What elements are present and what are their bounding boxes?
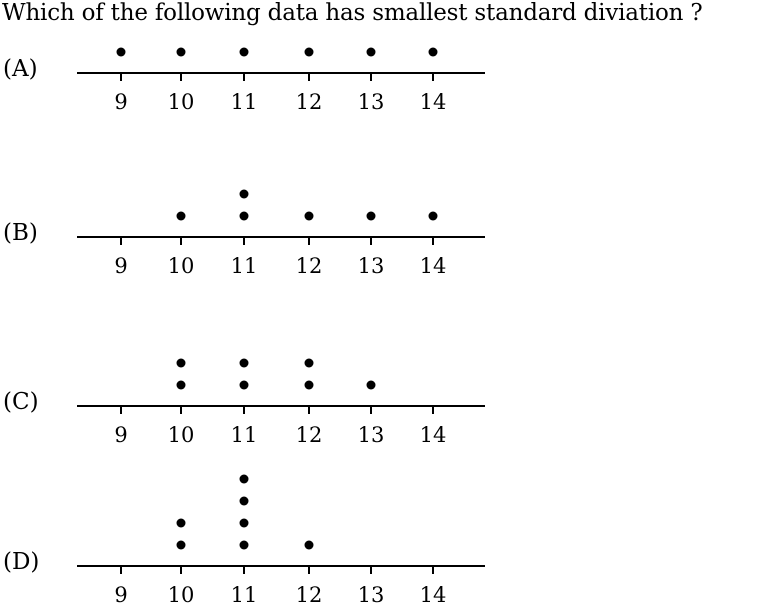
axis-tick [370,406,372,414]
tick-label: 11 [230,583,258,607]
tick-label: 13 [357,423,385,447]
axis-tick [180,237,182,245]
tick-label: 12 [295,423,323,447]
data-dot [366,47,376,57]
tick-label: 9 [114,90,128,114]
data-dot [304,47,314,57]
axis-tick [243,237,245,245]
data-dot [239,496,249,506]
tick-label: 14 [419,254,447,278]
data-dot [239,358,249,368]
data-dot [239,211,249,221]
data-dot [176,358,186,368]
axis-tick [370,237,372,245]
data-dot [176,518,186,528]
tick-label: 13 [357,90,385,114]
tick-label: 11 [230,423,258,447]
data-dot [428,211,438,221]
data-dot [239,380,249,390]
axis-tick [243,406,245,414]
option-label: (A) [3,56,38,82]
data-dot [116,47,126,57]
axis-tick [120,406,122,414]
data-dot [304,358,314,368]
data-dot [176,540,186,550]
number-line [77,405,485,407]
tick-label: 9 [114,254,128,278]
tick-label: 14 [419,90,447,114]
axis-tick [370,566,372,574]
tick-label: 10 [167,583,195,607]
tick-label: 13 [357,254,385,278]
axis-tick [180,73,182,81]
tick-label: 11 [230,254,258,278]
data-dot [428,47,438,57]
tick-label: 12 [295,254,323,278]
tick-label: 9 [114,583,128,607]
tick-label: 10 [167,423,195,447]
tick-label: 12 [295,90,323,114]
data-dot [366,380,376,390]
tick-label: 11 [230,90,258,114]
axis-tick [243,73,245,81]
axis-tick [308,406,310,414]
option-label: (B) [3,220,38,246]
axis-tick [243,566,245,574]
number-line [77,565,485,567]
data-dot [176,380,186,390]
axis-tick [432,566,434,574]
tick-label: 10 [167,90,195,114]
axis-tick [120,237,122,245]
axis-tick [180,566,182,574]
data-dot [304,211,314,221]
data-dot [366,211,376,221]
data-dot [176,47,186,57]
axis-tick [308,73,310,81]
question-text: Which of the following data has smallest… [2,0,703,26]
axis-tick [120,566,122,574]
data-dot [176,211,186,221]
axis-tick [120,73,122,81]
data-dot [239,189,249,199]
tick-label: 10 [167,254,195,278]
tick-label: 14 [419,423,447,447]
number-line [77,236,485,238]
data-dot [239,518,249,528]
data-dot [304,380,314,390]
axis-tick [180,406,182,414]
axis-tick [432,73,434,81]
tick-label: 13 [357,583,385,607]
axis-tick [432,406,434,414]
option-label: (C) [3,389,39,415]
tick-label: 9 [114,423,128,447]
tick-label: 12 [295,583,323,607]
axis-tick [370,73,372,81]
axis-tick [308,566,310,574]
data-dot [304,540,314,550]
axis-tick [308,237,310,245]
axis-tick [432,237,434,245]
option-label: (D) [3,549,40,575]
number-line [77,72,485,74]
tick-label: 14 [419,583,447,607]
data-dot [239,47,249,57]
data-dot [239,474,249,484]
data-dot [239,540,249,550]
